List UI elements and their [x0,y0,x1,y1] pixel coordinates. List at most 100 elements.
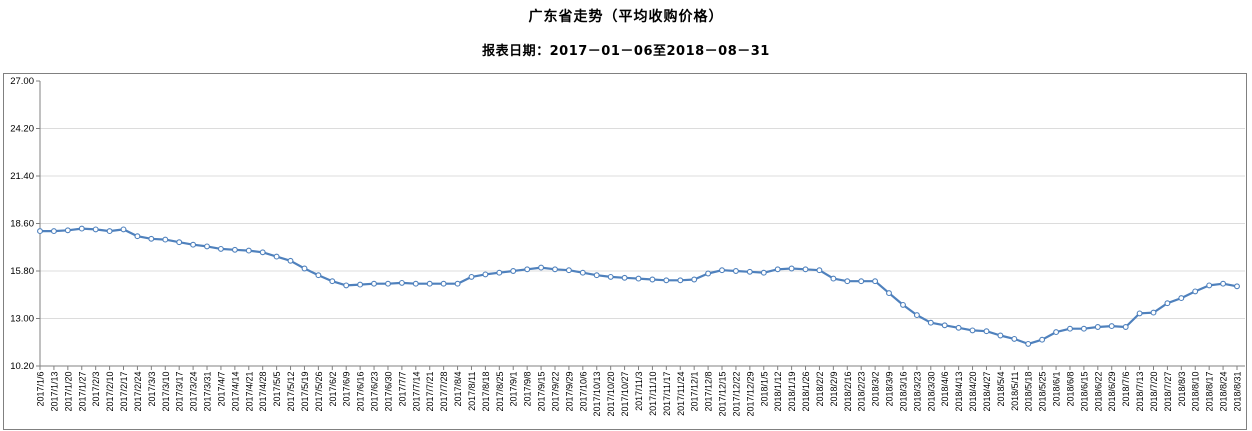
x-tick-label: 2018/4/6 [940,372,950,407]
data-point [204,243,210,250]
x-tick-label: 2017/8/18 [481,372,491,412]
data-point [468,273,475,280]
data-point [1220,280,1227,287]
x-tick-label: 2017/10/13 [592,372,602,417]
x-tick-label: 2017/5/12 [286,372,296,412]
data-point [301,265,308,272]
y-tick-label: 13.00 [10,314,34,325]
data-point [691,276,698,283]
x-tick-label: 2018/3/30 [926,372,936,412]
y-tick-label: 21.40 [10,171,34,182]
data-point [134,233,141,240]
x-tick-label: 2018/6/29 [1107,372,1117,412]
data-point [1025,340,1032,347]
x-tick-label: 2018/8/17 [1205,372,1215,412]
x-tick-label: 2017/5/19 [300,372,310,412]
data-point [983,328,990,335]
data-point [1150,309,1157,316]
data-point [941,322,948,329]
x-tick-label: 2017/2/17 [119,372,129,412]
x-tick-label: 2018/8/24 [1219,372,1229,412]
data-point [900,301,906,308]
data-point [92,226,99,233]
x-tick-label: 2017/7/28 [439,372,449,412]
x-tick-label: 2018/5/25 [1038,372,1048,412]
x-tick-label: 2018/7/13 [1135,372,1145,412]
x-tick-label: 2018/3/2 [871,372,881,407]
x-tick-label: 2017/3/24 [189,372,199,412]
data-point [496,269,503,276]
data-point [816,267,823,274]
data-point [927,319,934,326]
data-point [245,247,252,254]
x-tick-label: 2017/8/4 [453,372,463,407]
data-point [217,245,224,252]
data-point [1011,335,1018,342]
x-tick-label: 2017/3/10 [161,372,171,412]
data-point [162,236,169,243]
x-axis-labels: 2017/1/6 2017/1/13 2017/1/20 2017/1/27 2017/… [36,366,1243,417]
data-point [524,266,531,273]
x-tick-label: 2018/3/16 [898,372,908,412]
x-tick-label: 2017/4/7 [216,372,226,407]
x-tick-label: 2017/10/20 [606,372,616,417]
x-tick-label: 2018/2/2 [815,372,825,407]
data-point [1206,282,1213,289]
data-point [287,257,294,264]
data-point [677,277,684,284]
data-point [343,282,350,289]
x-tick-label: 2017/8/11 [467,372,477,411]
data-point [788,265,795,272]
chart-subtitle: 报表日期：2017－01－06至2018－08－31 [482,44,770,59]
x-tick-label: 2017/11/3 [634,372,644,411]
data-point [663,277,670,284]
x-tick-label: 2017/9/15 [537,372,547,412]
x-tick-label: 2017/1/20 [63,372,73,412]
data-point [1122,324,1129,330]
x-tick-label: 2017/11/17 [662,372,672,416]
data-point [64,227,71,234]
x-tick-label: 2018/7/27 [1163,372,1173,412]
data-point [454,280,461,287]
x-tick-label: 2017/10/27 [620,372,630,417]
x-tick-label: 2017/12/15 [718,372,728,417]
data-point [259,249,266,256]
price-line [38,227,1239,345]
x-tick-label: 2017/10/6 [578,372,588,412]
chart-title: 广东省走势（平均收购价格） [528,9,724,25]
x-tick-label: 2017/1/6 [36,372,46,407]
x-tick-label: 2017/2/3 [91,372,101,407]
data-point [552,266,558,273]
x-tick-label: 2018/6/22 [1093,372,1103,412]
x-tick-label: 2017/9/22 [550,372,560,412]
x-tick-label: 2017/4/14 [230,372,240,412]
data-point [1067,325,1073,332]
data-point [719,267,725,274]
x-tick-label: 2017/6/2 [328,372,338,407]
chart-frame [3,73,1247,430]
data-point [37,228,43,235]
data-point [357,281,364,288]
data-point [273,253,280,260]
x-tick-label: 2017/5/5 [272,372,282,407]
y-tick-label: 10.20 [10,361,34,372]
x-tick-label: 2017/2/10 [105,372,115,412]
x-tick-label: 2017/11/10 [648,372,658,416]
x-tick-label: 2017/12/1 [690,372,700,412]
x-tick-label: 2017/7/21 [425,372,435,412]
data-point [1136,310,1143,317]
x-tick-label: 2018/2/9 [829,372,839,407]
data-point [705,270,712,277]
x-tick-label: 2018/2/23 [857,372,867,412]
x-tick-label: 2017/12/22 [731,372,741,417]
x-tick-label: 2018/5/18 [1024,372,1034,412]
x-tick-label: 2018/3/9 [885,372,895,407]
data-point [913,312,920,319]
data-point [886,290,892,297]
data-point [440,280,447,287]
x-tick-label: 2017/4/28 [258,372,268,412]
data-point [830,275,837,282]
data-point [844,278,851,285]
x-tick-label: 2018/6/8 [1065,372,1075,407]
x-tick-label: 2018/6/1 [1052,372,1062,407]
